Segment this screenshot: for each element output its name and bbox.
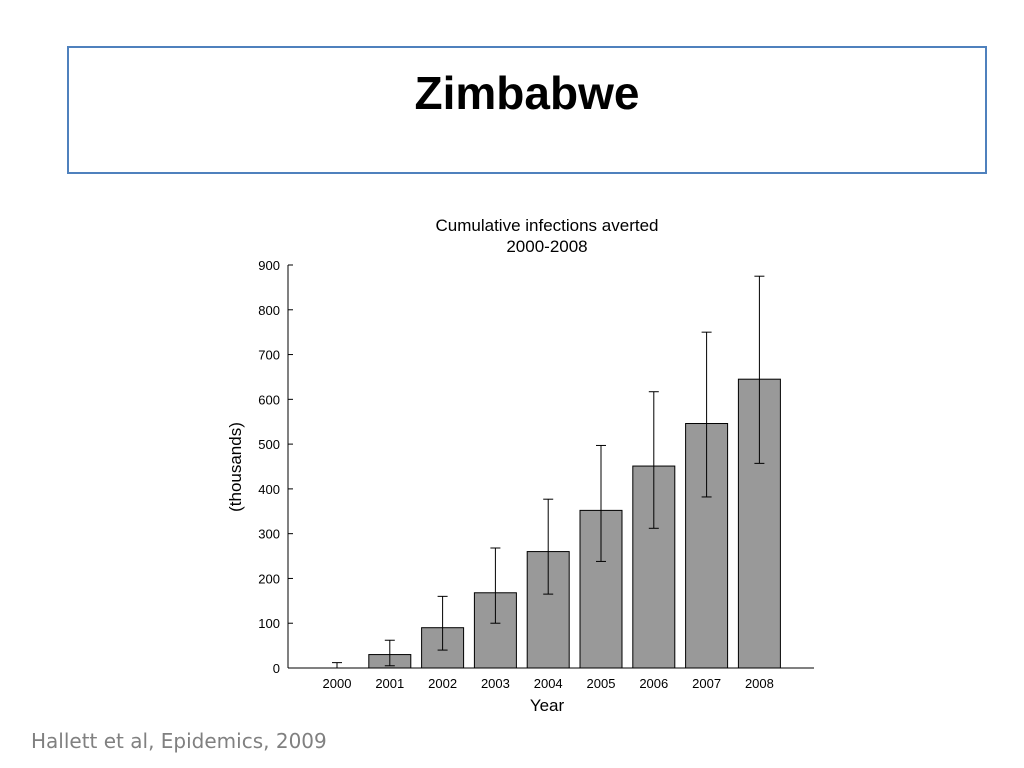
chart-title-line-1: Cumulative infections averted: [435, 216, 658, 235]
x-tick-label: 2002: [428, 676, 457, 691]
y-tick-label: 0: [273, 661, 280, 676]
x-tick-label: 2003: [481, 676, 510, 691]
x-tick-label: 2004: [534, 676, 563, 691]
bar-2007: [685, 423, 729, 669]
y-axis-label: (thousands): [226, 422, 245, 512]
y-tick-label: 200: [258, 571, 280, 586]
plot-area: 0 100 200 300 400 500 600 700 800 900 2000 2001 2002…: [258, 258, 814, 691]
x-axis-label: Year: [530, 696, 565, 715]
y-tick-label: 300: [258, 527, 280, 542]
y-tick-label: 800: [258, 303, 280, 318]
y-tick-label: 900: [258, 258, 280, 273]
slide-title: Zimbabwe: [414, 67, 640, 119]
title-box: Zimbabwe: [67, 46, 987, 174]
citation: Hallett et al, Epidemics, 2009: [31, 729, 327, 753]
x-tick-label: 2007: [692, 676, 721, 691]
x-tick-label: 2006: [639, 676, 668, 691]
chart-title-line-2: 2000-2008: [506, 237, 587, 256]
x-tick-label: 2005: [587, 676, 616, 691]
y-tick-label: 400: [258, 482, 280, 497]
y-tick-label: 500: [258, 437, 280, 452]
x-tick-label: 2008: [745, 676, 774, 691]
x-tick-label: 2000: [323, 676, 352, 691]
y-tick-label: 700: [258, 348, 280, 363]
x-tick-label: 2001: [375, 676, 404, 691]
y-tick-label: 600: [258, 392, 280, 407]
y-tick-label: 100: [258, 616, 280, 631]
